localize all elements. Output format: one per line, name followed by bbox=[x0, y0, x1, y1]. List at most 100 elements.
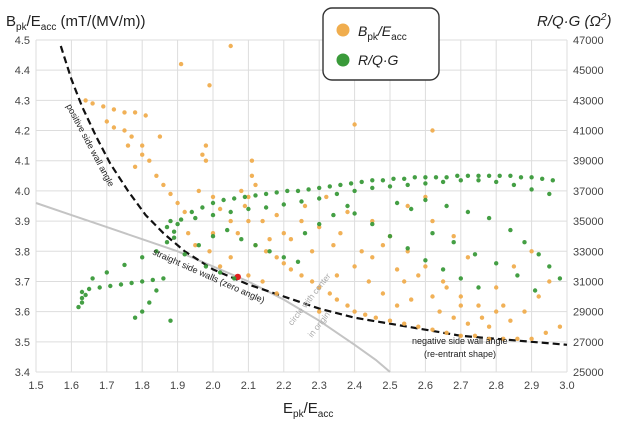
y-right-tick-label: 43000 bbox=[573, 95, 604, 107]
point-rqg bbox=[444, 175, 449, 180]
point-rqg bbox=[140, 309, 145, 314]
point-rqg bbox=[494, 179, 499, 185]
y-right-tick-label: 35000 bbox=[573, 216, 604, 228]
point-rqg bbox=[476, 178, 481, 183]
y-left-tick-label: 4.0 bbox=[15, 186, 30, 198]
point-bpk bbox=[465, 255, 471, 260]
point-bpk bbox=[440, 279, 446, 284]
point-rqg bbox=[444, 203, 449, 209]
point-rqg bbox=[317, 185, 322, 191]
x-tick-label: 1.5 bbox=[28, 380, 43, 392]
point-bpk bbox=[246, 194, 251, 200]
y-left-tick-label: 4.1 bbox=[15, 156, 30, 168]
x-tick-label: 2.1 bbox=[241, 380, 256, 392]
point-bpk bbox=[274, 255, 279, 260]
point-rqg bbox=[472, 252, 478, 257]
point-rqg bbox=[532, 288, 538, 293]
point-rqg bbox=[175, 221, 180, 227]
point-rqg bbox=[86, 286, 92, 292]
point-bpk bbox=[309, 279, 315, 284]
point-rqg bbox=[409, 206, 414, 212]
point-rqg bbox=[430, 231, 435, 236]
point-bpk bbox=[515, 336, 520, 341]
annotation-negative-angle: negative side wall angle bbox=[412, 336, 508, 346]
point-bpk bbox=[253, 182, 258, 188]
point-bpk bbox=[132, 164, 138, 169]
legend-label-bpk: Bpk/Eacc bbox=[358, 23, 407, 43]
point-rqg bbox=[511, 182, 517, 188]
x-tick-label: 2.6 bbox=[418, 380, 433, 392]
point-bpk bbox=[511, 264, 517, 269]
point-rqg bbox=[171, 235, 177, 240]
point-bpk bbox=[200, 152, 205, 157]
point-bpk bbox=[324, 194, 329, 200]
y-left-tick-label: 3.9 bbox=[15, 216, 30, 228]
y-left-tick-label: 4.4 bbox=[15, 65, 30, 77]
point-rqg bbox=[387, 234, 393, 239]
point-rqg bbox=[317, 221, 322, 227]
point-bpk bbox=[207, 83, 212, 88]
point-bpk bbox=[249, 158, 255, 163]
point-rqg bbox=[476, 173, 481, 178]
point-bpk bbox=[423, 264, 428, 269]
point-rqg bbox=[518, 175, 524, 180]
point-rqg bbox=[547, 191, 552, 197]
point-bpk bbox=[228, 218, 233, 224]
point-bpk bbox=[437, 309, 442, 314]
point-bpk bbox=[352, 122, 357, 127]
point-bpk bbox=[122, 110, 127, 115]
y-right-tick-label: 33000 bbox=[573, 246, 604, 258]
point-bpk bbox=[423, 194, 428, 200]
point-bpk bbox=[366, 279, 371, 284]
point-rqg bbox=[171, 229, 177, 234]
point-bpk bbox=[494, 309, 499, 314]
point-bpk bbox=[207, 249, 212, 254]
point-rqg bbox=[154, 288, 159, 293]
point-bpk bbox=[182, 209, 187, 215]
point-bpk bbox=[380, 291, 386, 296]
y-left-tick-label: 4.2 bbox=[15, 126, 30, 138]
point-rqg bbox=[79, 289, 85, 295]
x-tick-label: 2.0 bbox=[205, 380, 220, 392]
point-rqg bbox=[76, 304, 81, 310]
point-rqg bbox=[508, 173, 513, 178]
point-bpk bbox=[168, 191, 173, 197]
x-tick-label: 2.7 bbox=[453, 380, 468, 392]
point-bpk bbox=[302, 203, 308, 209]
point-rqg bbox=[370, 185, 375, 191]
point-bpk bbox=[299, 273, 304, 278]
point-rqg bbox=[540, 176, 545, 181]
x-tick-label: 2.2 bbox=[276, 380, 291, 392]
point-bpk bbox=[352, 264, 357, 269]
point-rqg bbox=[334, 191, 340, 197]
point-rqg bbox=[359, 179, 364, 185]
point-bpk bbox=[178, 61, 184, 67]
point-bpk bbox=[210, 194, 216, 200]
point-rqg bbox=[465, 209, 471, 215]
point-rqg bbox=[458, 178, 463, 183]
point-bpk bbox=[90, 101, 95, 106]
point-rqg bbox=[536, 252, 541, 257]
point-rqg bbox=[423, 197, 428, 203]
point-rqg bbox=[387, 184, 393, 189]
point-bpk bbox=[228, 255, 233, 260]
point-bpk bbox=[479, 315, 485, 320]
point-rqg bbox=[281, 255, 286, 260]
point-bpk bbox=[186, 231, 191, 236]
right-axis-title: R/Q·G (Ω2) bbox=[537, 12, 611, 30]
point-rqg bbox=[515, 273, 520, 278]
point-rqg bbox=[352, 211, 357, 216]
point-bpk bbox=[203, 158, 209, 163]
point-bpk bbox=[458, 294, 463, 299]
point-bpk bbox=[104, 119, 110, 124]
x-tick-label: 2.9 bbox=[524, 380, 539, 392]
point-rqg bbox=[129, 280, 134, 286]
annotation-reentrant: (re-entrant shape) bbox=[424, 349, 496, 359]
point-bpk bbox=[267, 237, 272, 242]
y-right-tick-label: 29000 bbox=[573, 307, 604, 319]
point-bpk bbox=[345, 209, 350, 215]
point-rqg bbox=[168, 218, 173, 224]
point-bpk bbox=[327, 291, 332, 296]
point-rqg bbox=[380, 178, 386, 183]
